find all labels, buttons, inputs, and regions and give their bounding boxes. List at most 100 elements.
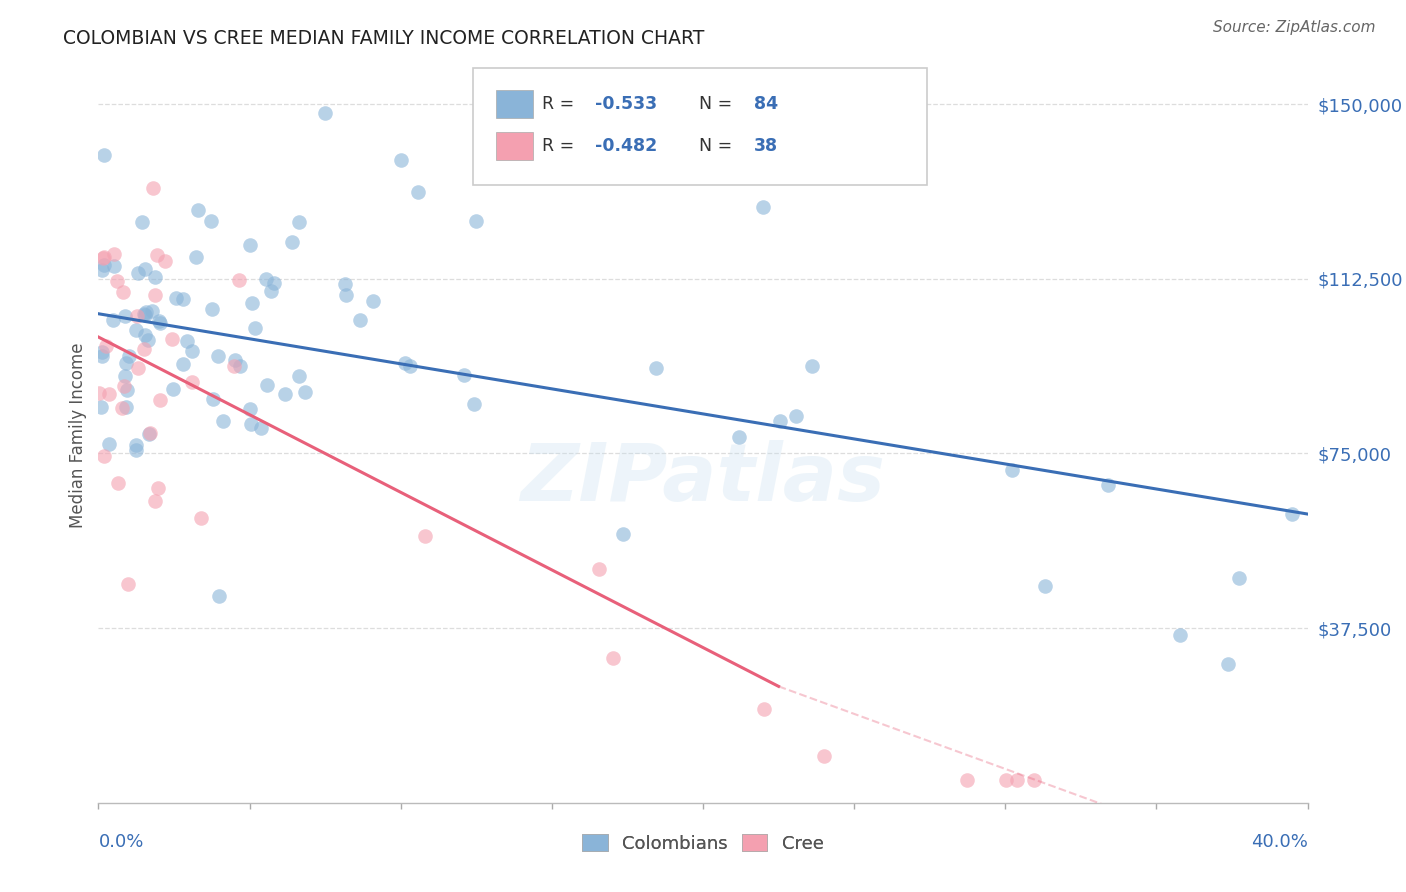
Point (162, 382, 184, 396)
Point (1216, 657, 1239, 671)
Point (208, 590, 231, 604)
Point (800, 359, 823, 374)
Point (250, 421, 273, 435)
Point (134, 262, 156, 277)
Point (463, 397, 485, 411)
Point (769, 414, 792, 428)
Point (131, 215, 153, 229)
Point (127, 266, 149, 280)
Point (139, 425, 162, 440)
Point (211, 414, 233, 428)
Point (160, 332, 183, 346)
Point (115, 401, 138, 415)
Point (752, 200, 775, 214)
Point (148, 314, 170, 328)
Text: ZIPatlas: ZIPatlas (520, 440, 886, 518)
Point (180, 375, 202, 389)
Point (406, 185, 429, 199)
Text: R =: R = (543, 137, 579, 155)
Point (399, 359, 422, 374)
Point (1001, 463, 1024, 477)
Point (263, 276, 285, 290)
Point (176, 334, 198, 348)
Point (114, 369, 136, 384)
Point (239, 237, 262, 252)
Point (200, 214, 222, 228)
Point (1022, 772, 1045, 787)
Point (245, 321, 267, 335)
Point (1168, 628, 1191, 642)
Point (224, 353, 246, 368)
Text: N =: N = (699, 95, 738, 113)
Point (97, 436, 120, 450)
Point (143, 288, 166, 302)
Text: 38: 38 (754, 137, 778, 155)
Point (1227, 571, 1250, 585)
Point (207, 350, 229, 364)
Point (93, 148, 115, 162)
Point (134, 308, 156, 322)
Point (90, 344, 112, 359)
Text: 0.0%: 0.0% (98, 833, 143, 851)
Point (153, 254, 176, 268)
Point (335, 288, 357, 302)
Point (349, 313, 371, 327)
Point (141, 303, 163, 318)
Point (90, 400, 112, 414)
Point (287, 215, 309, 229)
Point (136, 333, 159, 347)
Point (190, 511, 212, 525)
Point (1035, 579, 1057, 593)
Point (239, 417, 262, 431)
Point (314, 106, 336, 120)
Text: -0.533: -0.533 (595, 95, 658, 113)
Point (114, 309, 136, 323)
Point (224, 359, 246, 373)
Point (202, 392, 225, 406)
Point (254, 272, 277, 286)
Point (149, 392, 172, 407)
Y-axis label: Median Family Income: Median Family Income (69, 343, 87, 527)
Point (93, 449, 115, 463)
Point (134, 328, 156, 343)
Point (238, 402, 260, 417)
Point (785, 409, 807, 423)
FancyBboxPatch shape (474, 69, 927, 185)
Point (465, 213, 488, 227)
Point (956, 772, 979, 787)
Point (105, 274, 128, 288)
Text: COLOMBIAN VS CREE MEDIAN FAMILY INCOME CORRELATION CHART: COLOMBIAN VS CREE MEDIAN FAMILY INCOME C… (63, 29, 704, 47)
Point (288, 369, 311, 384)
Point (728, 430, 751, 444)
Point (107, 475, 129, 490)
Point (138, 426, 160, 441)
Point (394, 356, 416, 370)
Text: R =: R = (543, 95, 579, 113)
Point (127, 361, 149, 376)
Point (146, 248, 169, 262)
Point (201, 302, 224, 317)
Point (111, 285, 134, 300)
Text: -0.482: -0.482 (595, 137, 658, 155)
Point (333, 277, 356, 291)
Point (93, 250, 115, 264)
Legend: Colombians, Cree: Colombians, Cree (575, 827, 831, 860)
Point (242, 295, 264, 310)
Point (1007, 772, 1029, 787)
Point (644, 361, 666, 376)
Point (93, 258, 115, 272)
Point (260, 285, 283, 299)
Point (97, 387, 120, 401)
Point (1097, 478, 1119, 492)
Point (187, 202, 209, 217)
Point (125, 323, 148, 337)
Point (90, 350, 112, 364)
Point (91, 251, 114, 265)
Point (229, 359, 252, 373)
Point (125, 438, 148, 452)
Point (165, 291, 187, 305)
Point (1281, 508, 1303, 522)
Point (103, 247, 125, 261)
Point (103, 313, 125, 327)
Point (118, 349, 141, 363)
